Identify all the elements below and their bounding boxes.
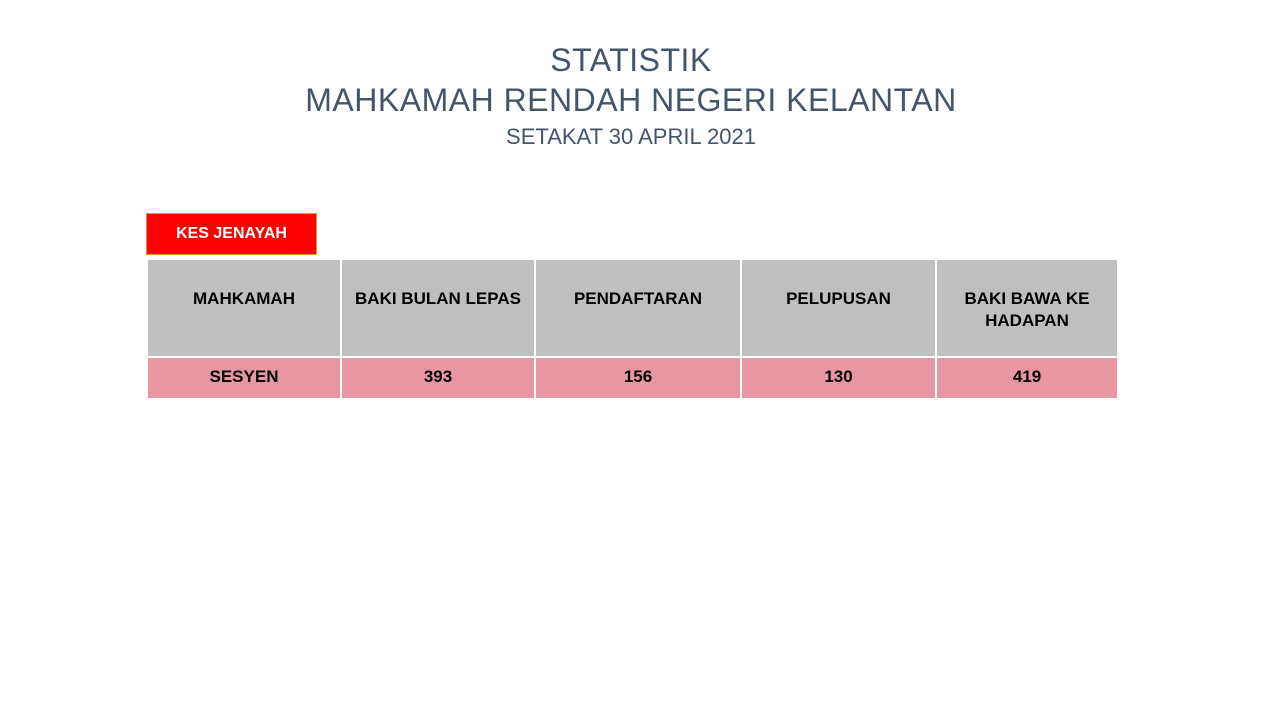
header-baki-bawa-ke-hadapan: BAKI BAWA KE HADAPAN	[935, 258, 1119, 358]
cell-baki-bawa-ke-hadapan: 419	[935, 356, 1119, 400]
header-pelupusan: PELUPUSAN	[740, 258, 937, 358]
title-court-name: MAHKAMAH RENDAH NEGERI KELANTAN	[305, 82, 957, 118]
cell-pelupusan: 130	[740, 356, 937, 400]
title-block: STATISTIK MAHKAMAH RENDAH NEGERI KELANTA…	[0, 40, 1262, 152]
cell-mahkamah: SESYEN	[146, 356, 342, 400]
header-mahkamah: MAHKAMAH	[146, 258, 342, 358]
title-date: SETAKAT 30 APRIL 2021	[506, 124, 756, 149]
title-statistik: STATISTIK	[550, 42, 712, 78]
cell-baki-bulan-lepas: 393	[340, 356, 536, 400]
category-label-kes-jenayah: KES JENAYAH	[146, 213, 317, 255]
cell-pendaftaran: 156	[534, 356, 742, 400]
header-baki-bulan-lepas: BAKI BULAN LEPAS	[340, 258, 536, 358]
header-pendaftaran: PENDAFTARAN	[534, 258, 742, 358]
table-row: SESYEN 393 156 130 419	[146, 356, 1119, 400]
table-header-row: MAHKAMAH BAKI BULAN LEPAS PENDAFTARAN PE…	[146, 258, 1119, 358]
statistics-table: MAHKAMAH BAKI BULAN LEPAS PENDAFTARAN PE…	[146, 258, 1119, 400]
